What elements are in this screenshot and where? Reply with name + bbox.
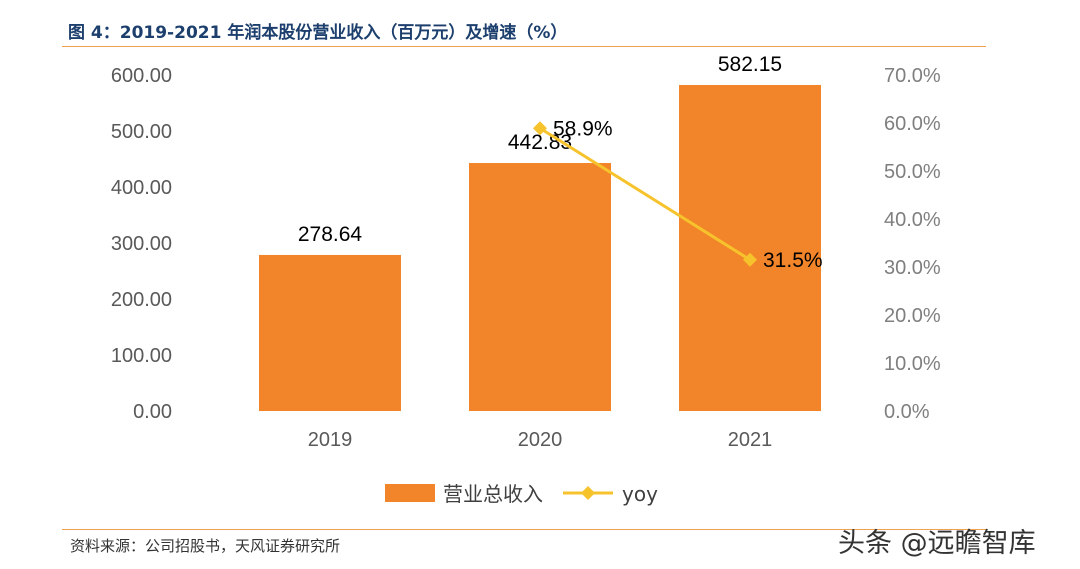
bar-value-label: 582.15 (718, 53, 782, 76)
bars (259, 84, 821, 411)
legend: 营业总收入 yoy (385, 482, 658, 506)
figure-title: 图 4：2019-2021 年润本股份营业收入（百万元）及增速（%） (68, 23, 568, 43)
left-axis-ticks: 0.00 100.00 200.00 300.00 400.00 500.00 600.00 (111, 65, 172, 423)
right-axis-tick-label: 30.0% (884, 257, 941, 279)
left-axis-tick-label: 100.00 (111, 345, 172, 367)
source-note: 资料来源：公司招股书，天风证券研究所 (70, 537, 341, 555)
right-axis-tick-label: 60.0% (884, 113, 941, 135)
right-axis-tick-label: 70.0% (884, 65, 941, 87)
right-axis-ticks: 0.0% 10.0% 20.0% 30.0% 40.0% 50.0% 60.0% 70.0% (884, 65, 941, 423)
revenue-chart: 0.00 100.00 200.00 300.00 400.00 500.00 600.00… (111, 53, 941, 506)
left-axis-tick-label: 500.00 (111, 121, 172, 143)
left-axis-tick-label: 400.00 (111, 177, 172, 199)
bar-value-label: 278.64 (298, 223, 363, 246)
legend-line-marker (581, 486, 595, 500)
right-axis-tick-label: 20.0% (884, 305, 941, 327)
title-rule (62, 46, 986, 47)
category-labels: 2019 2020 2021 (308, 429, 773, 451)
right-axis-tick-label: 0.0% (884, 401, 930, 423)
left-axis-tick-label: 300.00 (111, 233, 172, 255)
left-axis-tick-label: 200.00 (111, 289, 172, 311)
yoy-point-2020 (533, 121, 547, 136)
category-label: 2020 (518, 429, 563, 451)
bar-2020 (469, 163, 611, 411)
yoy-line (533, 121, 757, 267)
footer-rule (62, 529, 986, 530)
yoy-point-2021 (743, 252, 757, 267)
category-label: 2019 (308, 429, 353, 451)
legend-label-revenue: 营业总收入 (443, 482, 543, 506)
yoy-value-label: 31.5% (763, 249, 823, 272)
legend-bar-swatch (385, 484, 435, 502)
bar-2021 (679, 84, 821, 411)
left-axis-tick-label: 600.00 (111, 65, 172, 87)
legend-label-yoy: yoy (622, 482, 658, 506)
category-label: 2021 (728, 429, 773, 451)
right-axis-tick-label: 50.0% (884, 161, 941, 183)
left-axis-tick-label: 0.00 (133, 401, 172, 423)
right-axis-tick-label: 10.0% (884, 353, 941, 375)
yoy-value-label: 58.9% (553, 117, 613, 140)
yoy-series-line (539, 127, 751, 262)
right-axis-tick-label: 40.0% (884, 209, 941, 231)
bar-2019 (259, 254, 401, 411)
watermark: 头条 @远瞻智库 (838, 528, 1036, 559)
yoy-data-labels: 58.9% 31.5% (553, 117, 823, 272)
